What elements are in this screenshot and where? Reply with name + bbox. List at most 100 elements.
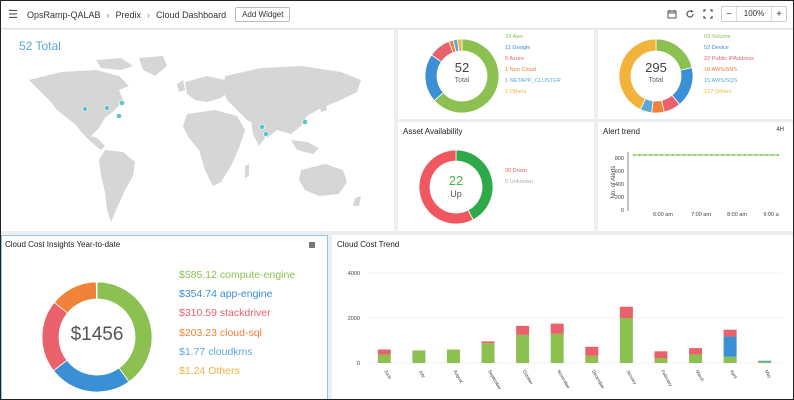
- type-legend-item[interactable]: 52 Device: [704, 45, 729, 51]
- alert-trend-chart[interactable]: 800 600 400 200 0 No. of Alerts 6:00 am 7:00 am…: [598, 122, 793, 231]
- cost-bar-segment[interactable]: [758, 360, 772, 362]
- type-legend-item[interactable]: 22 Public IPAddress: [704, 56, 754, 62]
- type-legend-item[interactable]: 15 AWS/SQS: [704, 78, 738, 84]
- cloud-legend-item[interactable]: 11 Google: [505, 45, 531, 51]
- cost-bar-segment[interactable]: [723, 329, 737, 337]
- cloud-donut-chart[interactable]: [422, 36, 502, 116]
- map-marker[interactable]: [259, 124, 265, 130]
- cost-bar-segment[interactable]: [412, 350, 426, 363]
- cost-legend-item[interactable]: $1.77 cloudkms: [179, 345, 253, 358]
- breadcrumb-tenant[interactable]: OpsRamp-QALAB: [27, 9, 101, 20]
- cost-legend-item[interactable]: $354.74 app-engine: [179, 288, 273, 301]
- cost-legend-item[interactable]: $310.59 stackdriver: [179, 307, 271, 320]
- map-marker[interactable]: [119, 100, 125, 106]
- alert-point[interactable]: [649, 154, 652, 156]
- alert-point[interactable]: [732, 154, 735, 156]
- alert-point[interactable]: [705, 154, 707, 156]
- cloud-legend-item[interactable]: 1 Others: [505, 89, 527, 95]
- calendar-icon[interactable]: [665, 7, 679, 21]
- cost-bar-segment[interactable]: [516, 325, 530, 335]
- cost-bar-segment[interactable]: [481, 343, 495, 363]
- availability-donut-slice[interactable]: [418, 149, 474, 225]
- alert-point[interactable]: [671, 154, 674, 156]
- alert-point[interactable]: [738, 154, 741, 156]
- zoom-in-button[interactable]: +: [776, 8, 782, 20]
- alert-point[interactable]: [727, 154, 730, 156]
- cost-trend-chart[interactable]: 0 2000 4000 June July August September October N…: [332, 235, 793, 400]
- alert-point[interactable]: [693, 154, 696, 156]
- type-donut-slice[interactable]: [651, 99, 665, 114]
- alert-point[interactable]: [688, 154, 691, 156]
- alert-point[interactable]: [682, 154, 685, 156]
- map-marker[interactable]: [116, 113, 122, 119]
- cost-donut-slice[interactable]: [52, 359, 130, 393]
- type-donut-slice[interactable]: [618, 38, 657, 111]
- cost-bar-segment[interactable]: [689, 348, 703, 355]
- widget-options-icon[interactable]: [309, 242, 315, 248]
- type-legend-item[interactable]: 127 Others: [704, 89, 732, 95]
- alert-point[interactable]: [777, 154, 779, 156]
- cost-bar-segment[interactable]: [481, 341, 495, 344]
- cost-bar-segment[interactable]: [377, 349, 391, 355]
- cloud-legend-item[interactable]: 1 NETAPP_CLUSTER: [505, 78, 561, 84]
- cloud-donut-slice[interactable]: [433, 38, 500, 114]
- cost-bar-segment[interactable]: [758, 361, 772, 363]
- map-marker[interactable]: [302, 119, 308, 125]
- alert-point[interactable]: [655, 154, 658, 156]
- cost-bar-segment[interactable]: [550, 323, 564, 334]
- availability-legend-item[interactable]: 30 Down: [505, 168, 528, 174]
- alert-point[interactable]: [749, 154, 752, 156]
- alert-point[interactable]: [760, 154, 763, 156]
- cost-bar-segment[interactable]: [550, 333, 564, 363]
- cost-bar-segment[interactable]: [723, 356, 737, 363]
- alert-point[interactable]: [743, 154, 746, 156]
- alert-point[interactable]: [666, 154, 669, 156]
- alert-point[interactable]: [633, 154, 635, 156]
- availability-donut-chart[interactable]: [418, 149, 494, 225]
- world-map[interactable]: [1, 30, 394, 231]
- breadcrumb-client[interactable]: Predix: [115, 9, 142, 20]
- cost-bar-segment[interactable]: [446, 349, 460, 364]
- cloud-donut-slice[interactable]: [457, 38, 463, 52]
- resource-type-donut-chart[interactable]: [616, 36, 696, 116]
- cost-bar-segment[interactable]: [377, 354, 391, 363]
- alert-point[interactable]: [710, 154, 713, 156]
- availability-legend-item[interactable]: 0 Unknown: [505, 179, 533, 185]
- cost-bar-segment[interactable]: [585, 355, 599, 363]
- cost-bar-segment[interactable]: [585, 346, 599, 356]
- alert-point[interactable]: [765, 154, 768, 156]
- map-marker[interactable]: [82, 106, 88, 112]
- add-widget-button[interactable]: Add Widget: [235, 7, 291, 22]
- cost-legend-item[interactable]: $1.24 Others: [179, 365, 240, 378]
- cloud-legend-item[interactable]: 1 Non Cloud: [505, 67, 537, 73]
- map-marker[interactable]: [263, 131, 269, 137]
- alert-point[interactable]: [644, 154, 647, 156]
- cost-donut-chart[interactable]: [41, 281, 153, 393]
- cloud-legend-item[interactable]: 33 Aws: [505, 34, 523, 40]
- cost-bar-segment[interactable]: [723, 336, 737, 357]
- map-marker[interactable]: [104, 105, 110, 111]
- alert-point[interactable]: [721, 154, 724, 156]
- cost-bar-segment[interactable]: [654, 351, 668, 359]
- alert-point[interactable]: [677, 154, 680, 156]
- zoom-out-button[interactable]: −: [726, 8, 732, 20]
- cost-bar-segment[interactable]: [654, 358, 668, 363]
- cost-bar-segment[interactable]: [619, 306, 633, 318]
- type-legend-item[interactable]: 16 AWS/SNS: [704, 67, 738, 73]
- cloud-legend-item[interactable]: 5 Azure: [505, 56, 524, 62]
- alert-point[interactable]: [699, 154, 702, 156]
- type-legend-item[interactable]: 63 Volume: [704, 34, 731, 40]
- alert-point[interactable]: [754, 154, 757, 156]
- cost-legend-item[interactable]: $585.12 compute-engine: [179, 269, 296, 281]
- cost-bar-segment[interactable]: [689, 354, 703, 363]
- alert-point[interactable]: [771, 154, 774, 156]
- alert-point[interactable]: [638, 154, 641, 156]
- cost-bar-segment[interactable]: [516, 334, 530, 363]
- hamburger-menu-icon[interactable]: ☰: [8, 9, 18, 21]
- alert-point[interactable]: [716, 154, 719, 156]
- refresh-icon[interactable]: [683, 7, 697, 21]
- alert-point[interactable]: [660, 154, 663, 156]
- fullscreen-icon[interactable]: [701, 7, 715, 21]
- cost-legend-item[interactable]: $203.23 cloud-sql: [179, 326, 262, 339]
- breadcrumb-dashboard[interactable]: Cloud Dashboard: [156, 9, 227, 20]
